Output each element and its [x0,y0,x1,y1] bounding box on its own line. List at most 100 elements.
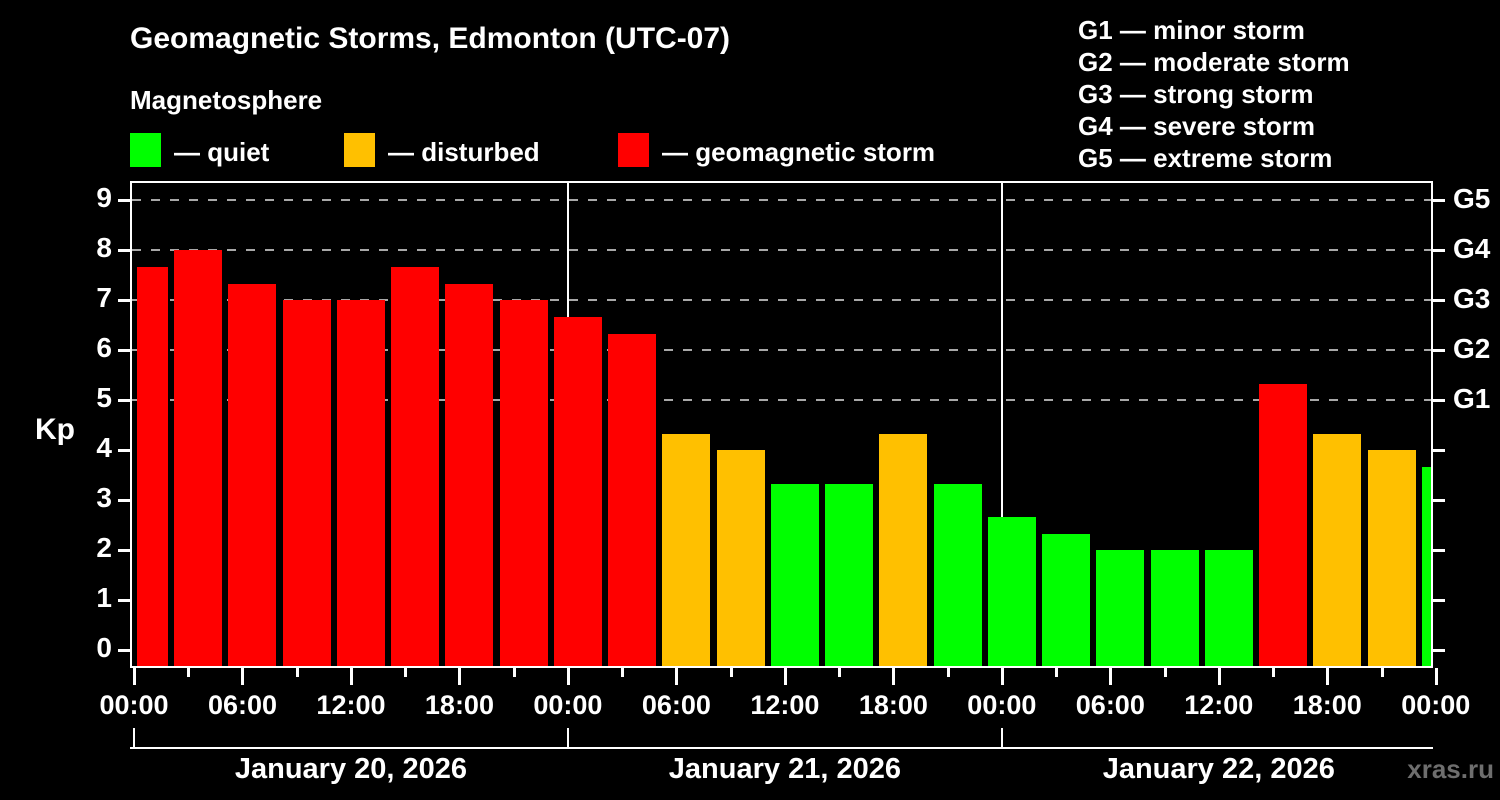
y-axis-tick-left [118,349,130,352]
x-tick-label: 18:00 [424,690,494,720]
y-axis-tick-left [118,649,130,652]
x-tick-label: 00:00 [99,690,169,720]
legend-label-quiet: — quiet [174,137,270,167]
x-minor-tick [187,668,191,677]
y-tick-label: 6 [96,332,112,363]
g-axis-label-g1: G1 [1453,383,1491,414]
kp-bar [608,333,657,666]
y-axis-tick-left [118,599,130,602]
legend-label-disturbed: — disturbed [388,137,540,167]
x-tick-label: 18:00 [858,690,928,720]
x-tick-label: 12:00 [750,690,820,720]
y-axis-title: Kp [35,413,75,446]
y-axis-tick-right [1433,449,1445,452]
x-tick-label: 00:00 [1401,690,1471,720]
x-tick-label: 12:00 [316,690,386,720]
chart-subtitle: Magnetosphere [130,85,323,115]
date-label: January 22, 2026 [1102,753,1335,785]
kp-bar [879,433,928,666]
kp-bar [770,483,819,666]
x-tick-label: 06:00 [1075,690,1145,720]
x-major-tick [783,668,787,685]
x-major-tick [1434,668,1438,685]
gridline-kp-5 [132,399,1431,401]
kp-bar [1313,433,1362,666]
g-scale-line-g2: G2 — moderate storm [1078,47,1350,77]
x-minor-tick [838,668,842,677]
x-tick-label: 12:00 [1184,690,1254,720]
g-axis-label-g2: G2 [1453,333,1491,364]
kp-bar [1150,550,1199,666]
g-scale-line-g3: G3 — strong storm [1078,79,1314,109]
gridline-kp-8 [132,249,1431,251]
y-axis-tick-right [1433,599,1445,602]
y-axis-tick-right [1433,649,1445,652]
y-axis-tick-right [1433,499,1445,502]
kp-bar [391,266,440,666]
y-axis-tick-left [118,549,130,552]
kp-bar [1096,550,1145,666]
y-axis-tick-right [1433,349,1445,352]
y-axis-tick-right [1433,549,1445,552]
x-tick-label: 00:00 [967,690,1037,720]
kp-bar [825,483,874,666]
y-tick-label: 0 [96,632,112,663]
x-minor-tick [621,668,625,677]
x-minor-tick [1163,668,1167,677]
date-label: January 21, 2026 [668,753,901,785]
x-tick-label: 18:00 [1292,690,1362,720]
y-axis-tick-left [118,199,130,202]
gridline-kp-9 [132,199,1431,201]
kp-bar [716,450,765,666]
y-axis-tick-right [1433,199,1445,202]
x-major-tick [566,668,570,685]
y-tick-label: 5 [96,382,112,413]
y-axis-tick-left [118,449,130,452]
page-title: Geomagnetic Storms, Edmonton (UTC-07) [130,22,731,55]
plot-area [130,181,1433,668]
x-major-tick [241,668,245,685]
x-minor-tick [1380,668,1384,677]
x-minor-tick [404,668,408,677]
y-tick-label: 2 [96,532,112,563]
kp-bar [137,266,168,666]
kp-bar [445,283,494,666]
y-axis-tick-left [118,499,130,502]
g-scale-line-g5: G5 — extreme storm [1078,143,1333,173]
gridline-kp-7 [132,299,1431,301]
y-tick-label: 4 [96,432,112,463]
legend-swatch-quiet [130,133,161,167]
y-axis-tick-left [118,399,130,402]
x-major-tick [349,668,353,685]
kp-bar [1259,383,1308,666]
g-axis-label-g3: G3 [1453,283,1491,314]
y-axis-tick-left [118,249,130,252]
date-label: January 20, 2026 [234,753,468,785]
date-axis-tick [566,728,569,748]
g-scale-line-g1: G1 — minor storm [1078,15,1305,45]
kp-bar [499,300,548,666]
legend-swatch-disturbed [344,133,375,167]
gridline-kp-6 [132,349,1431,351]
x-major-tick [133,668,136,685]
x-minor-tick [729,668,733,677]
x-tick-label: 06:00 [207,690,277,720]
g-axis-label-g5: G5 [1453,183,1491,214]
kp-bar [1367,450,1416,666]
kp-bar [987,516,1036,666]
x-minor-tick [1055,668,1059,677]
y-tick-label: 7 [96,282,112,313]
legend-label-storm: — geomagnetic storm [662,137,936,167]
y-axis-tick-left [118,299,130,302]
legend-swatch-storm [618,133,649,167]
kp-bar [933,483,982,666]
kp-bar [336,300,385,666]
y-tick-label: 8 [96,232,112,263]
x-minor-tick [1272,668,1276,677]
y-tick-label: 3 [96,482,112,513]
date-axis-tick [1000,728,1003,748]
x-minor-tick [946,668,950,677]
y-axis-tick-right [1433,399,1445,402]
y-tick-label: 9 [96,182,112,213]
y-tick-label: 1 [96,582,112,613]
